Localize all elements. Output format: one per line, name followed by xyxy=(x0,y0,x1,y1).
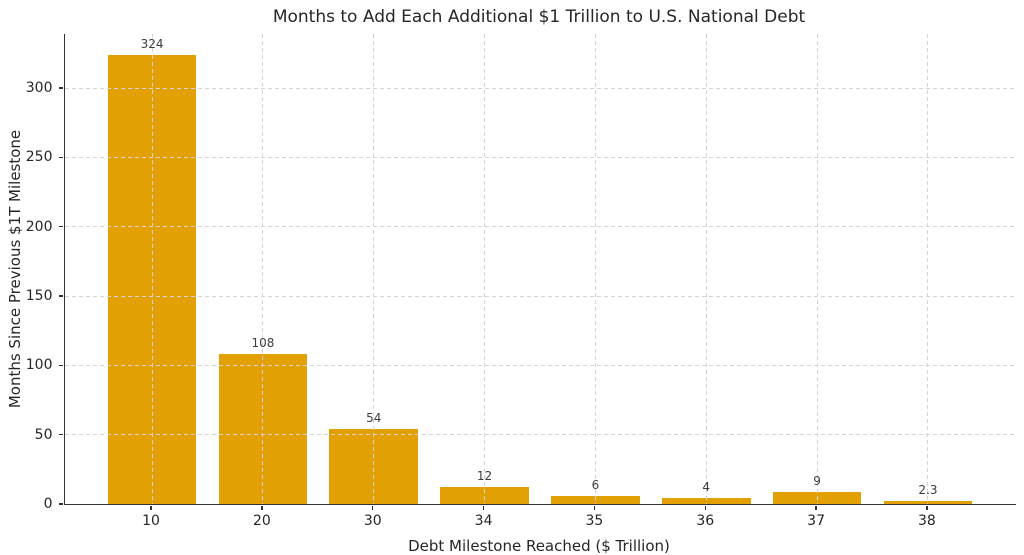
x-gridline-35 xyxy=(594,34,596,504)
y-tick-label-50: 50 xyxy=(34,426,53,443)
y-tick-label-100: 100 xyxy=(25,357,53,374)
x-tick-label-35: 35 xyxy=(585,513,604,529)
x-tick-mark-10 xyxy=(150,505,152,510)
y-tick-label-200: 200 xyxy=(25,218,53,235)
x-tick-label-37: 37 xyxy=(807,513,825,529)
y-gridline-300 xyxy=(64,87,1016,89)
x-tick-label-36: 36 xyxy=(696,513,715,529)
chart-title: Months to Add Each Additional $1 Trillio… xyxy=(272,7,806,27)
x-tick-mark-20 xyxy=(261,505,263,510)
y-tick-mark-300 xyxy=(59,87,63,89)
bar-value-label-30: 54 xyxy=(366,411,382,426)
y-tick-mark-100 xyxy=(59,364,63,367)
plot-area: 324 108 54 12 6 4 9 2.3 xyxy=(63,34,1016,505)
x-tick-mark-36 xyxy=(704,505,706,510)
y-gridline-200 xyxy=(64,226,1016,228)
x-gridline-38 xyxy=(927,34,929,504)
y-tick-mark-150 xyxy=(59,295,63,297)
x-tick-mark-30 xyxy=(371,505,374,510)
x-gridline-20 xyxy=(262,34,264,504)
x-tick-mark-38 xyxy=(926,505,928,510)
x-tick-label-34: 34 xyxy=(474,513,493,529)
x-gridline-36 xyxy=(705,34,707,504)
bar-value-label-37: 9 xyxy=(813,473,821,488)
bar-value-label-35: 6 xyxy=(591,477,600,492)
y-gridline-100 xyxy=(64,364,1016,366)
x-gridline-34 xyxy=(484,34,486,504)
y-tick-mark-250 xyxy=(59,156,63,159)
x-gridline-10 xyxy=(151,34,153,504)
bar-value-label-36: 4 xyxy=(702,480,711,495)
bar-value-label-10: 324 xyxy=(140,36,164,51)
x-tick-label-38: 38 xyxy=(918,513,936,529)
y-tick-mark-50 xyxy=(59,433,63,436)
x-tick-mark-37 xyxy=(815,505,817,510)
y-tick-label-250: 250 xyxy=(25,149,53,166)
y-gridline-150 xyxy=(64,295,1016,297)
x-axis-label: Debt Milestone Reached ($ Trillion) xyxy=(408,537,670,555)
x-tick-label-30: 30 xyxy=(363,513,382,529)
bar-value-label-20: 108 xyxy=(251,336,275,351)
x-gridline-37 xyxy=(816,34,818,504)
x-tick-mark-35 xyxy=(593,505,596,510)
y-tick-label-300: 300 xyxy=(25,80,53,97)
y-tick-label-150: 150 xyxy=(25,288,53,305)
y-gridline-50 xyxy=(64,434,1016,436)
y-tick-mark-0 xyxy=(59,503,63,505)
bar-value-label-38: 2.3 xyxy=(918,482,938,497)
y-tick-label-0: 0 xyxy=(43,496,53,512)
x-gridline-30 xyxy=(373,34,375,504)
x-tick-mark-34 xyxy=(482,505,485,510)
x-tick-label-20: 20 xyxy=(252,513,271,529)
x-tick-label-10: 10 xyxy=(142,513,160,529)
y-tick-mark-200 xyxy=(59,225,63,228)
bar-value-label-34: 12 xyxy=(476,469,493,484)
y-gridline-250 xyxy=(64,156,1016,158)
